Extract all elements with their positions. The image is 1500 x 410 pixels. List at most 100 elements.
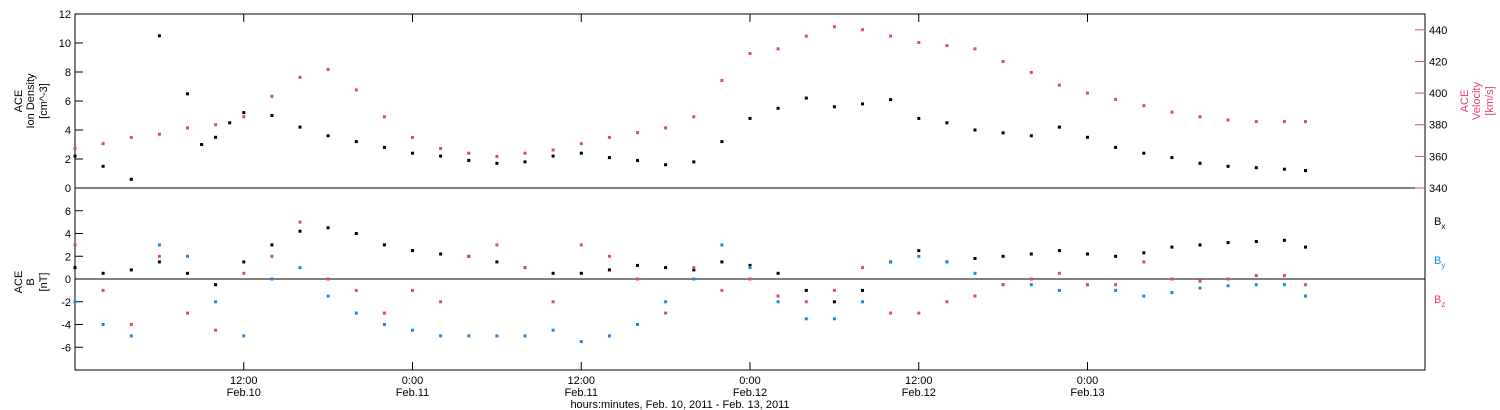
bz-point bbox=[1114, 283, 1118, 287]
b-tick-label: -4 bbox=[61, 320, 71, 332]
b-tick-label: 0 bbox=[65, 274, 71, 286]
velocity-point bbox=[1086, 91, 1089, 95]
by-point bbox=[439, 334, 443, 338]
density-tick-label: 4 bbox=[65, 125, 71, 137]
by-point bbox=[1057, 288, 1061, 292]
density-point bbox=[1142, 151, 1146, 155]
legend-bz: Bz bbox=[1434, 294, 1445, 309]
by-point bbox=[720, 243, 724, 247]
by-point bbox=[776, 300, 780, 304]
bz-point bbox=[129, 323, 133, 326]
velocity-point bbox=[354, 88, 358, 92]
bx-point bbox=[73, 266, 77, 270]
bz-point bbox=[326, 277, 330, 281]
velocity-point bbox=[270, 94, 274, 98]
by-point bbox=[636, 323, 639, 326]
by-point bbox=[1198, 286, 1202, 290]
bx-point bbox=[607, 268, 611, 272]
bx-point bbox=[1282, 238, 1286, 242]
by-point bbox=[579, 340, 583, 344]
bx-point bbox=[861, 288, 864, 292]
b-label-line3: [nT] bbox=[38, 273, 50, 292]
velocity-point bbox=[214, 123, 218, 127]
density-tick-label: 6 bbox=[65, 96, 71, 108]
density-point bbox=[748, 116, 752, 120]
x-axis-label: hours:minutes, Feb. 10, 2011 - Feb. 13, … bbox=[570, 399, 789, 410]
x-tick-date: Feb.11 bbox=[396, 387, 429, 399]
velocity-label-line1: ACE bbox=[1459, 90, 1471, 113]
velocity-point bbox=[1254, 120, 1258, 124]
by-point bbox=[523, 334, 527, 338]
velocity-point bbox=[804, 34, 808, 38]
density-point bbox=[411, 151, 414, 155]
by-point bbox=[664, 300, 668, 304]
density-point bbox=[1086, 135, 1089, 139]
bx-point bbox=[298, 229, 302, 233]
velocity-point bbox=[1282, 120, 1286, 124]
by-point bbox=[1304, 294, 1307, 298]
by-point bbox=[917, 254, 921, 258]
density-point bbox=[692, 160, 696, 164]
density-point bbox=[228, 121, 232, 125]
velocity-point bbox=[382, 115, 386, 119]
bz-point bbox=[1198, 279, 1202, 283]
b-tick-label: -2 bbox=[61, 297, 71, 309]
by-point bbox=[242, 334, 246, 338]
velocity-point bbox=[776, 47, 780, 51]
by-point bbox=[832, 317, 836, 321]
bx-point bbox=[326, 226, 330, 230]
x-tick-time: 0:00 bbox=[739, 375, 760, 387]
velocity-tick-label: 420 bbox=[1429, 56, 1447, 68]
density-label-line2: Ion Density bbox=[25, 73, 37, 129]
velocity-point bbox=[186, 126, 189, 130]
by-point bbox=[411, 328, 414, 332]
density-point bbox=[917, 116, 921, 120]
velocity-point bbox=[1226, 118, 1230, 122]
bz-point bbox=[214, 328, 218, 332]
bx-point bbox=[495, 260, 499, 264]
bx-point bbox=[748, 263, 752, 267]
x-tick-date: Feb.12 bbox=[733, 387, 767, 399]
density-tick-label: 2 bbox=[65, 154, 71, 166]
bz-point bbox=[73, 243, 77, 247]
velocity-tick-label: 440 bbox=[1429, 25, 1447, 37]
density-point bbox=[1057, 125, 1061, 129]
velocity-point bbox=[242, 115, 246, 119]
by-point bbox=[1226, 284, 1230, 288]
velocity-point bbox=[411, 135, 414, 139]
velocity-label-line3: [km/s] bbox=[1484, 86, 1496, 115]
density-axis-label: ACE Ion Density [cm^-3] bbox=[13, 73, 50, 129]
velocity-label-line2: Velocity bbox=[1471, 82, 1483, 120]
bz-point bbox=[1304, 283, 1307, 287]
bx-point bbox=[1304, 245, 1307, 249]
bx-point bbox=[551, 271, 555, 275]
velocity-point bbox=[326, 67, 330, 71]
density-tick-label: 12 bbox=[59, 9, 71, 21]
bottom-panel-ticks: -6 -4 -2 0 2 4 6 bbox=[61, 206, 83, 354]
x-tick-time: 12:00 bbox=[230, 375, 258, 387]
velocity-point bbox=[692, 115, 696, 119]
velocity-point bbox=[664, 126, 668, 130]
density-point bbox=[242, 111, 246, 115]
bz-point bbox=[1142, 260, 1146, 264]
velocity-point bbox=[157, 132, 161, 136]
x-tick-time: 12:00 bbox=[905, 375, 933, 387]
bx-point bbox=[1254, 240, 1258, 243]
b-tick-label: 2 bbox=[65, 251, 71, 263]
density-point bbox=[186, 92, 189, 96]
bz-point bbox=[973, 294, 977, 298]
by-point bbox=[157, 243, 161, 247]
velocity-point bbox=[861, 28, 864, 32]
density-point bbox=[495, 161, 499, 165]
bz-point bbox=[945, 300, 949, 304]
x-tick-date: Feb.12 bbox=[902, 387, 936, 399]
bx-point bbox=[917, 249, 921, 253]
bz-point bbox=[579, 243, 583, 247]
bx-point bbox=[636, 263, 639, 267]
bz-point bbox=[832, 288, 836, 292]
top-panel-ticks: 0 2 4 6 8 10 12 340 360 380 400 420 440 bbox=[59, 9, 1448, 195]
bz-point bbox=[1282, 274, 1286, 278]
by-point bbox=[748, 266, 752, 270]
bz-point bbox=[720, 288, 724, 292]
by-point bbox=[804, 317, 808, 321]
